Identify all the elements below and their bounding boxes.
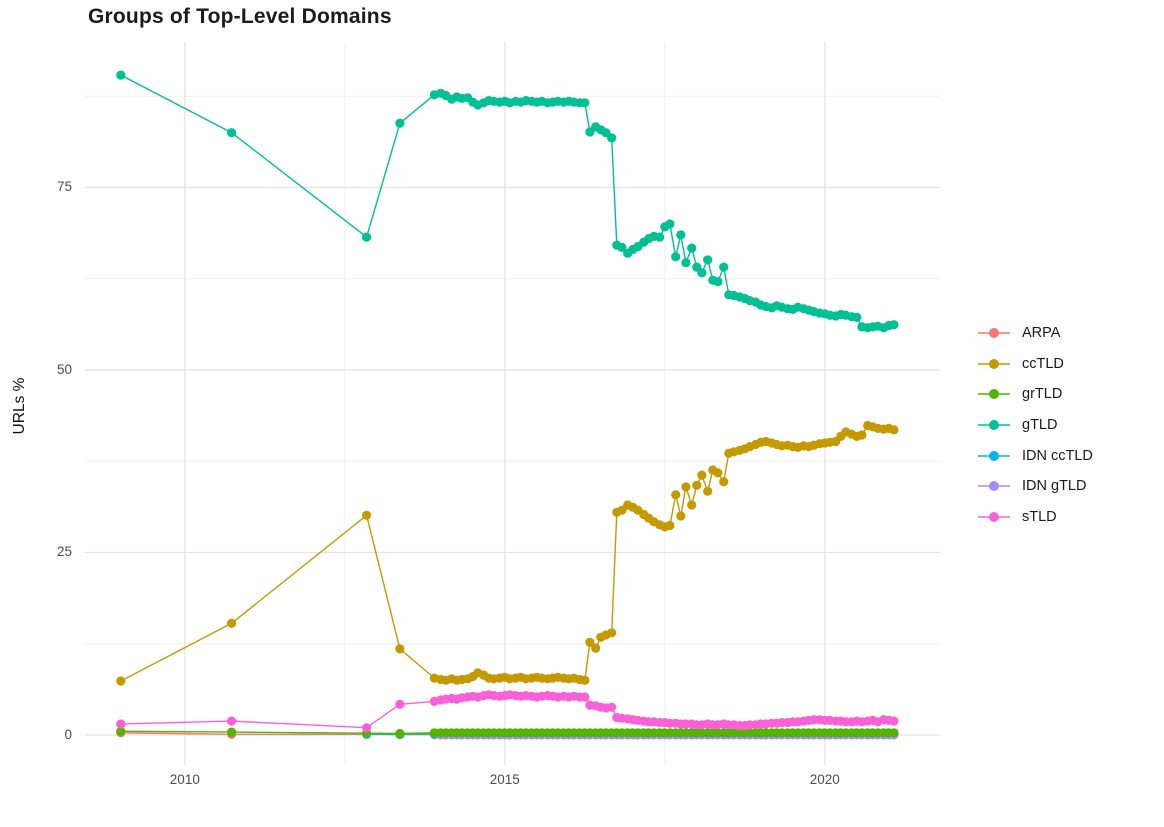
y-tick-label: 50 xyxy=(56,361,72,377)
data-point-cctld xyxy=(580,675,590,685)
data-point-gtld xyxy=(713,277,723,287)
legend-label: gTLD xyxy=(1022,417,1058,434)
data-point-grtld xyxy=(116,726,126,736)
legend-label: ccTLD xyxy=(1022,355,1064,372)
data-point-gtld xyxy=(681,258,691,268)
chart-title: Groups of Top-Level Domains xyxy=(88,5,392,28)
data-point-cctld xyxy=(671,490,681,500)
data-point-gtld xyxy=(617,242,627,252)
data-point-gtld xyxy=(665,219,675,229)
data-point-gtld xyxy=(655,232,665,242)
legend-item-idn-cctld: IDN ccTLD xyxy=(976,440,1093,471)
data-point-gtld xyxy=(719,262,729,272)
data-point-cctld xyxy=(665,520,675,531)
series-line-cctld xyxy=(120,424,895,682)
data-point-gtld xyxy=(227,128,237,138)
data-point-grtld xyxy=(395,728,405,739)
data-point-gtld xyxy=(362,232,372,242)
legend-label: IDN ccTLD xyxy=(1022,447,1093,464)
data-point-grtld xyxy=(889,728,899,738)
data-point-gtld xyxy=(607,133,617,143)
data-point-gtld xyxy=(697,268,707,278)
data-point-gtld xyxy=(687,243,697,253)
data-point-cctld xyxy=(585,637,595,647)
legend-item-cctld: ccTLD xyxy=(976,349,1093,380)
data-point-gtld xyxy=(852,312,862,322)
data-point-cctld xyxy=(713,468,723,478)
legend-key-icon xyxy=(978,511,1010,522)
legend-key-icon xyxy=(978,389,1010,400)
data-point-stld xyxy=(395,699,405,709)
data-point-gtld xyxy=(676,230,686,240)
data-point-cctld xyxy=(395,644,405,654)
data-point-stld xyxy=(607,702,617,712)
legend-key-icon xyxy=(978,420,1010,431)
y-tick-label: 75 xyxy=(56,179,72,195)
data-point-gtld xyxy=(889,320,899,330)
legend-item-idn-gtld: IDN gTLD xyxy=(976,471,1093,502)
legend-label: ARPA xyxy=(1022,325,1061,342)
series-line-gtld xyxy=(120,74,895,329)
legend-item-stld: sTLD xyxy=(976,502,1093,533)
data-point-cctld xyxy=(889,425,899,435)
legend-label: grTLD xyxy=(1022,386,1063,403)
data-point-gtld xyxy=(116,70,126,80)
y-axis-label: URLs % xyxy=(11,377,28,435)
data-point-cctld xyxy=(687,500,697,510)
data-point-cctld xyxy=(362,510,372,520)
data-point-stld xyxy=(116,719,126,729)
data-point-cctld xyxy=(681,482,691,492)
data-point-gtld xyxy=(671,252,681,262)
data-point-stld xyxy=(362,723,372,733)
data-point-cctld xyxy=(697,470,707,480)
data-point-cctld xyxy=(591,643,601,653)
data-point-gtld xyxy=(703,255,713,265)
legend: ARPA ccTLD grTLD gTLD IDN ccTLD IDN gTLD sTLD xyxy=(976,318,1093,532)
y-tick-label: 25 xyxy=(56,544,72,560)
x-tick-label: 2020 xyxy=(809,772,840,787)
data-point-cctld xyxy=(719,477,729,487)
legend-item-grtld: grTLD xyxy=(976,379,1093,410)
legend-label: IDN gTLD xyxy=(1022,478,1087,495)
legend-label: sTLD xyxy=(1022,508,1057,525)
data-point-cctld xyxy=(116,676,126,686)
data-point-cctld xyxy=(607,628,617,638)
x-tick-label: 2010 xyxy=(169,772,200,787)
legend-key-icon xyxy=(978,450,1010,461)
data-point-cctld xyxy=(703,486,713,496)
data-point-cctld xyxy=(857,430,867,440)
legend-key-icon xyxy=(978,328,1010,339)
legend-key-icon xyxy=(978,358,1010,369)
data-point-stld xyxy=(227,716,237,726)
plot-panel xyxy=(85,42,940,765)
legend-item-arpa: ARPA xyxy=(976,318,1093,349)
data-point-stld xyxy=(889,716,899,726)
data-point-gtld xyxy=(580,98,590,108)
data-point-cctld xyxy=(676,511,686,521)
legend-item-gtld: gTLD xyxy=(976,410,1093,441)
data-point-gtld xyxy=(395,118,405,128)
data-point-cctld xyxy=(692,480,702,490)
legend-key-icon xyxy=(978,481,1010,492)
y-tick-label: 0 xyxy=(64,726,72,742)
data-point-grtld xyxy=(227,727,237,737)
data-point-stld xyxy=(580,692,590,702)
data-point-cctld xyxy=(227,618,237,628)
x-tick-label: 2015 xyxy=(489,772,520,787)
data-point-grtld xyxy=(429,728,439,738)
